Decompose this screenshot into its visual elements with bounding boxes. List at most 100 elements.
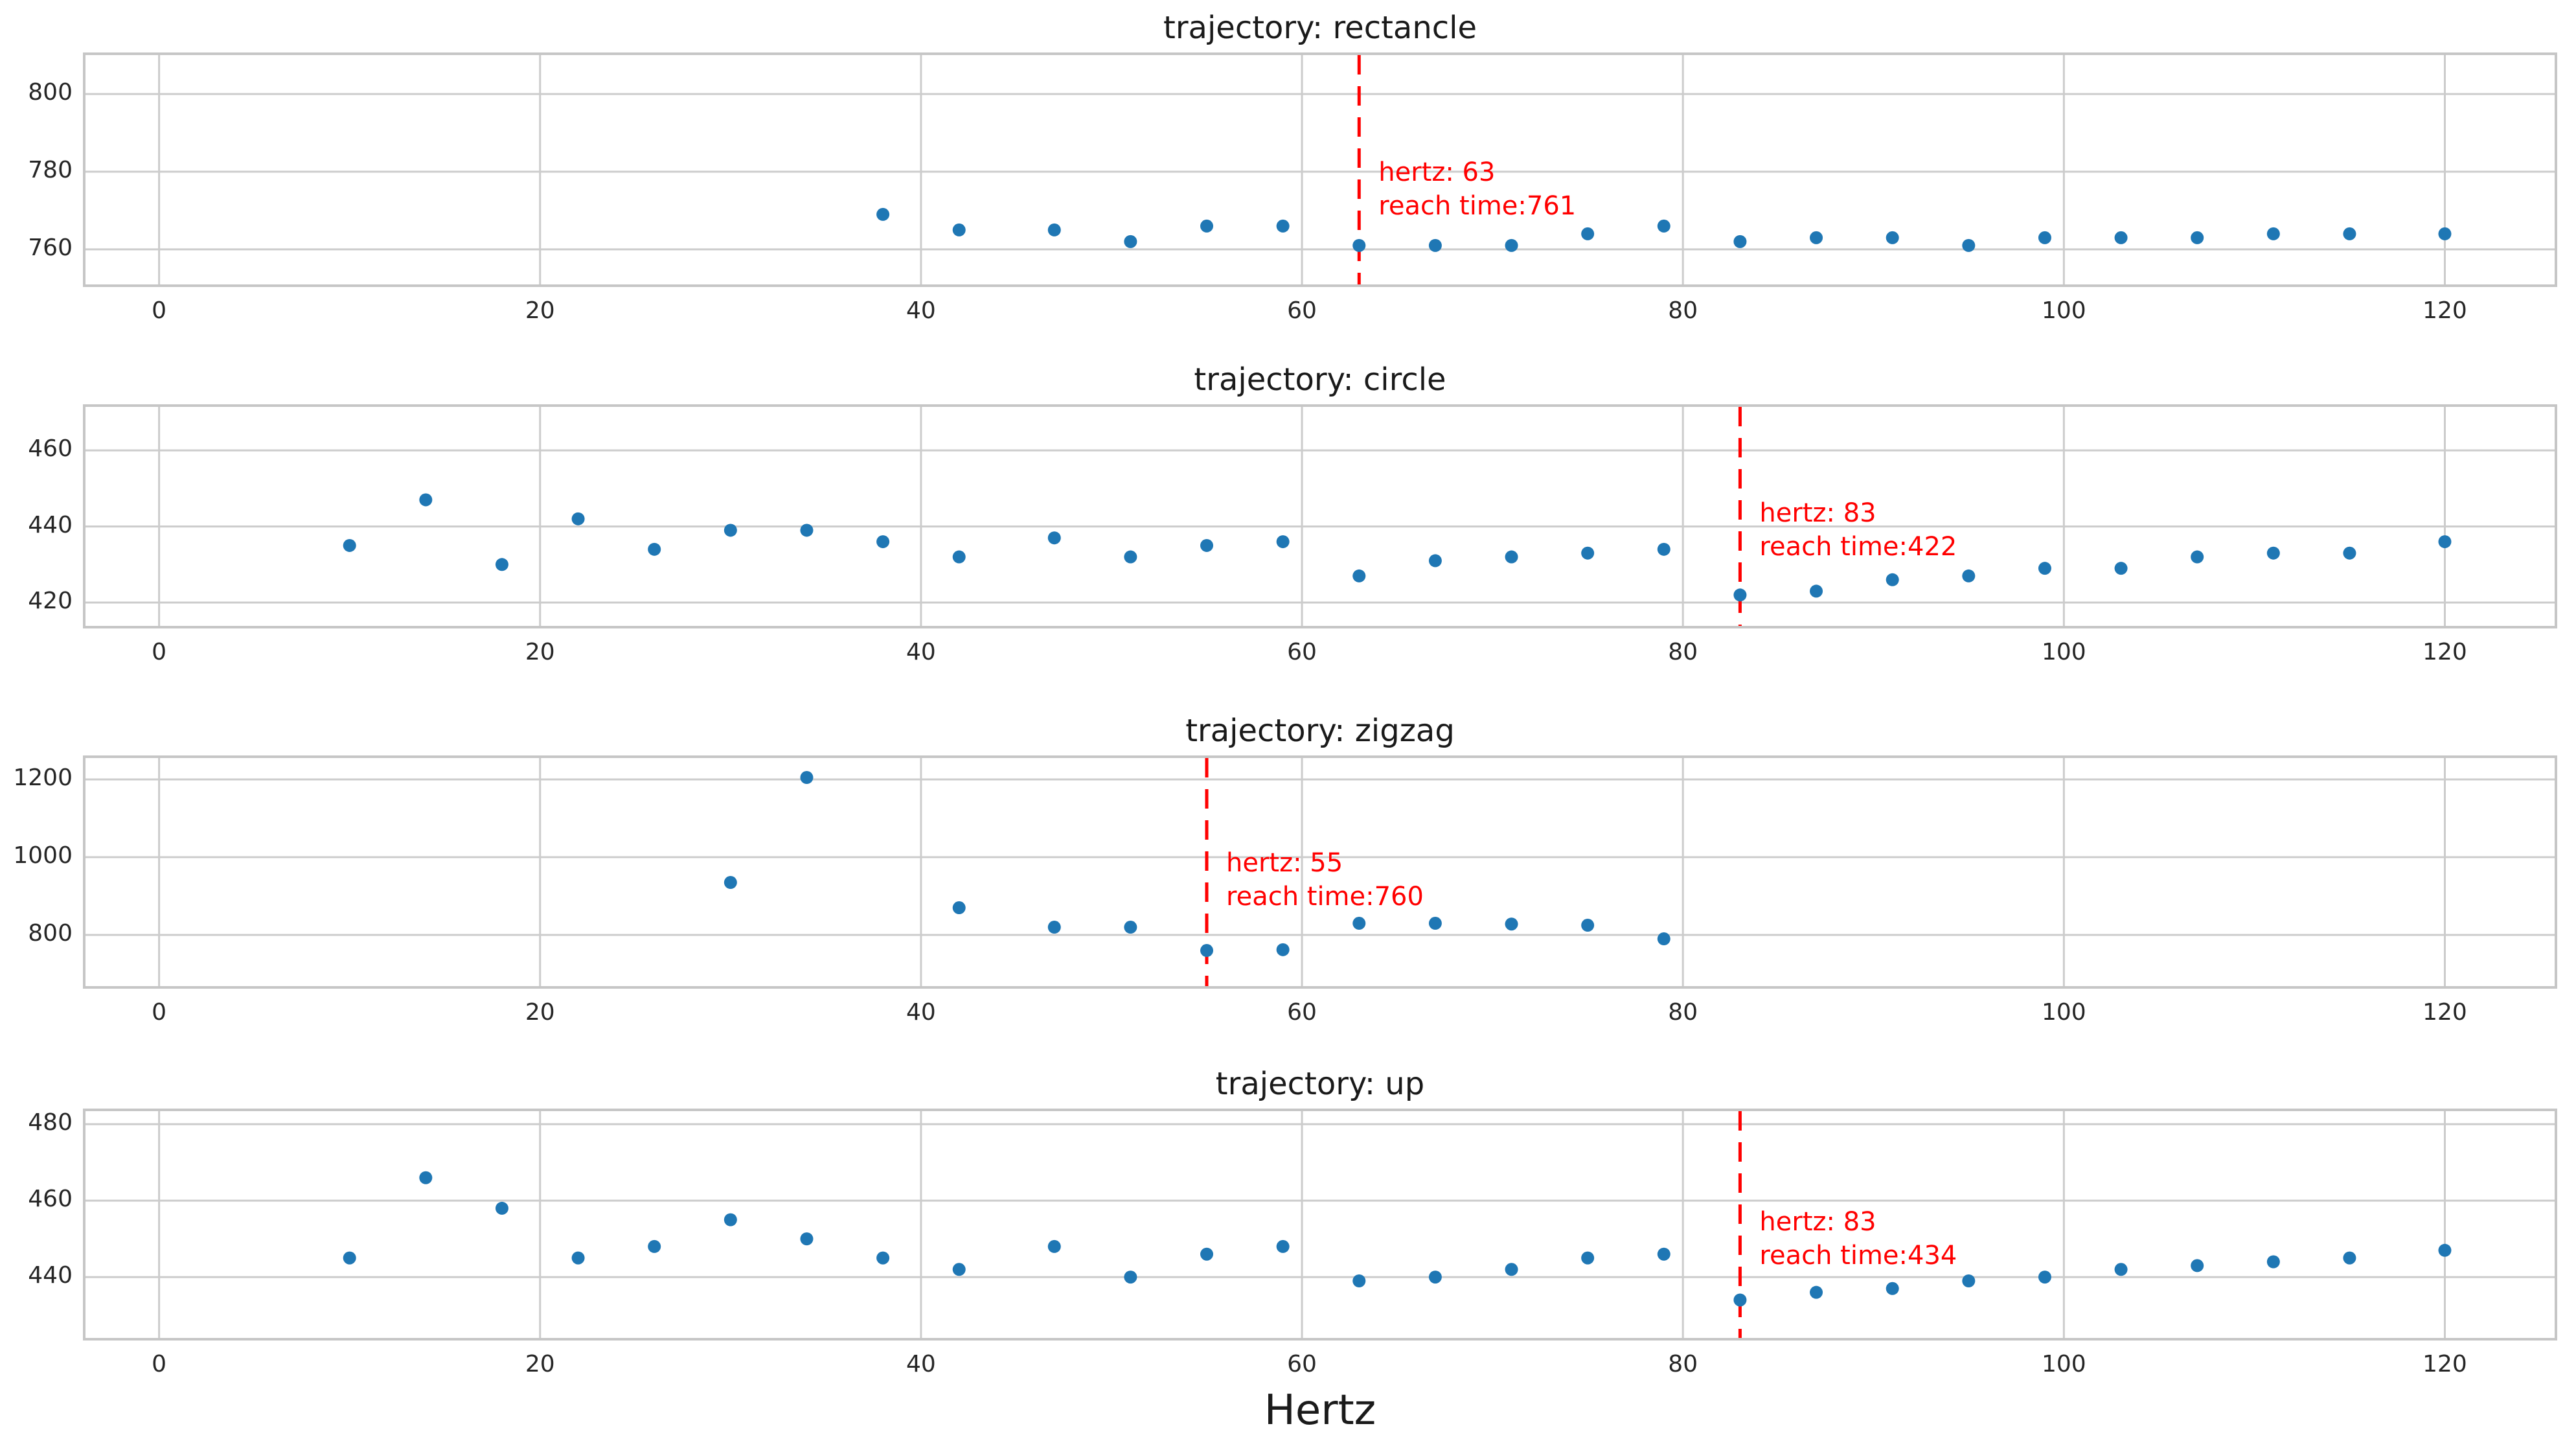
x-tick-label: 0 (152, 639, 167, 665)
x-tick-label: 0 (152, 999, 167, 1026)
x-tick-label: 40 (906, 297, 936, 324)
plot-border (83, 1109, 2557, 1341)
data-point (1733, 235, 1747, 248)
data-point (2438, 535, 2452, 549)
x-tick-label: 60 (1287, 639, 1317, 665)
data-point (952, 550, 966, 564)
data-point (2191, 1259, 2204, 1272)
subplot-title: trajectory: zigzag (1185, 713, 1455, 749)
data-point (1428, 917, 1442, 930)
y-tick-label: 440 (28, 511, 73, 538)
data-point (1200, 219, 1214, 233)
x-tick-label: 100 (2041, 999, 2086, 1026)
subplot-title: trajectory: up (1215, 1066, 1425, 1102)
data-point (1886, 1282, 1899, 1295)
data-point (1200, 944, 1214, 958)
data-point (1810, 584, 1823, 598)
subplot-rectancle: trajectory: rectancle 760 780 800 0 20 40 60 80 1… (28, 10, 2557, 324)
data-point (2343, 227, 2356, 240)
plot-area (83, 1109, 2557, 1341)
x-tick-label: 40 (906, 639, 936, 665)
data-point (1962, 569, 1976, 582)
x-tick-label: 40 (906, 999, 936, 1026)
data-point (1733, 588, 1747, 602)
data-point (2343, 546, 2356, 560)
annotation: hertz: 63 reach time:761 (1378, 155, 1576, 223)
annotation-line: reach time:761 (1378, 191, 1577, 221)
data-point (724, 876, 737, 890)
data-point (1047, 1239, 1061, 1253)
plot-area (83, 52, 2557, 287)
x-tick-label: 100 (2041, 297, 2086, 324)
data-point (419, 493, 433, 507)
data-point (2191, 550, 2204, 564)
data-point (800, 1232, 814, 1246)
y-tick-label: 800 (28, 920, 73, 947)
data-point (1276, 1239, 1290, 1253)
x-tick-label: 60 (1287, 297, 1317, 324)
data-point (952, 223, 966, 236)
data-point (2438, 227, 2452, 240)
x-tick-label: 20 (525, 639, 555, 665)
data-point (1047, 921, 1061, 934)
data-point (2266, 227, 2280, 240)
data-point (1200, 1247, 1214, 1261)
data-point (1657, 542, 1670, 556)
y-tick-label: 760 (28, 234, 73, 261)
data-point (2038, 1271, 2051, 1284)
data-point (495, 558, 508, 571)
data-point (1962, 1274, 1976, 1287)
plot-border (83, 404, 2557, 628)
data-point (343, 1251, 356, 1265)
data-point (1733, 1293, 1747, 1307)
y-tick-label: 1000 (13, 842, 73, 869)
x-tick-label: 40 (906, 1351, 936, 1377)
data-point (1505, 238, 1518, 252)
data-point (1352, 238, 1366, 252)
data-point (1886, 231, 1899, 244)
plot-area (83, 755, 2557, 989)
data-point (648, 542, 661, 556)
y-tick-label: 780 (28, 156, 73, 183)
data-point (800, 771, 814, 785)
data-point (648, 1239, 661, 1253)
y-tick-label: 1200 (13, 765, 73, 792)
x-axis-label: Hertz (1264, 1387, 1376, 1434)
data-point (571, 512, 585, 525)
data-point (1124, 235, 1137, 248)
data-point (1581, 919, 1595, 932)
data-point (1276, 219, 1290, 233)
x-tick-label: 120 (2422, 999, 2467, 1026)
data-point (1428, 238, 1442, 252)
x-tick-label: 80 (1668, 1351, 1698, 1377)
x-tick-label: 20 (525, 297, 555, 324)
data-point (2438, 1243, 2452, 1257)
data-point (1124, 1271, 1137, 1284)
data-point (952, 901, 966, 915)
plot-area (83, 404, 2557, 628)
annotation: hertz: 83 reach time:434 (1759, 1205, 1957, 1272)
plot-border (83, 52, 2557, 287)
data-point (1047, 531, 1061, 545)
x-tick-label: 20 (525, 999, 555, 1026)
data-point (800, 524, 814, 537)
x-tick-label: 120 (2422, 639, 2467, 665)
data-point (1276, 535, 1290, 549)
data-point (2191, 231, 2204, 244)
annotation-line: reach time:760 (1226, 882, 1424, 912)
x-tick-label: 80 (1668, 297, 1698, 324)
data-point (2114, 231, 2128, 244)
data-point (1276, 943, 1290, 956)
x-tick-label: 120 (2422, 297, 2467, 324)
data-point (952, 1263, 966, 1276)
data-point (1124, 921, 1137, 934)
data-point (1428, 554, 1442, 568)
data-point (2343, 1251, 2356, 1265)
data-point (876, 535, 890, 549)
data-point (1962, 238, 1976, 252)
data-point (1124, 550, 1137, 564)
data-point (724, 1213, 737, 1226)
data-point (2266, 546, 2280, 560)
data-point (1657, 219, 1670, 233)
data-point (1657, 1247, 1670, 1261)
